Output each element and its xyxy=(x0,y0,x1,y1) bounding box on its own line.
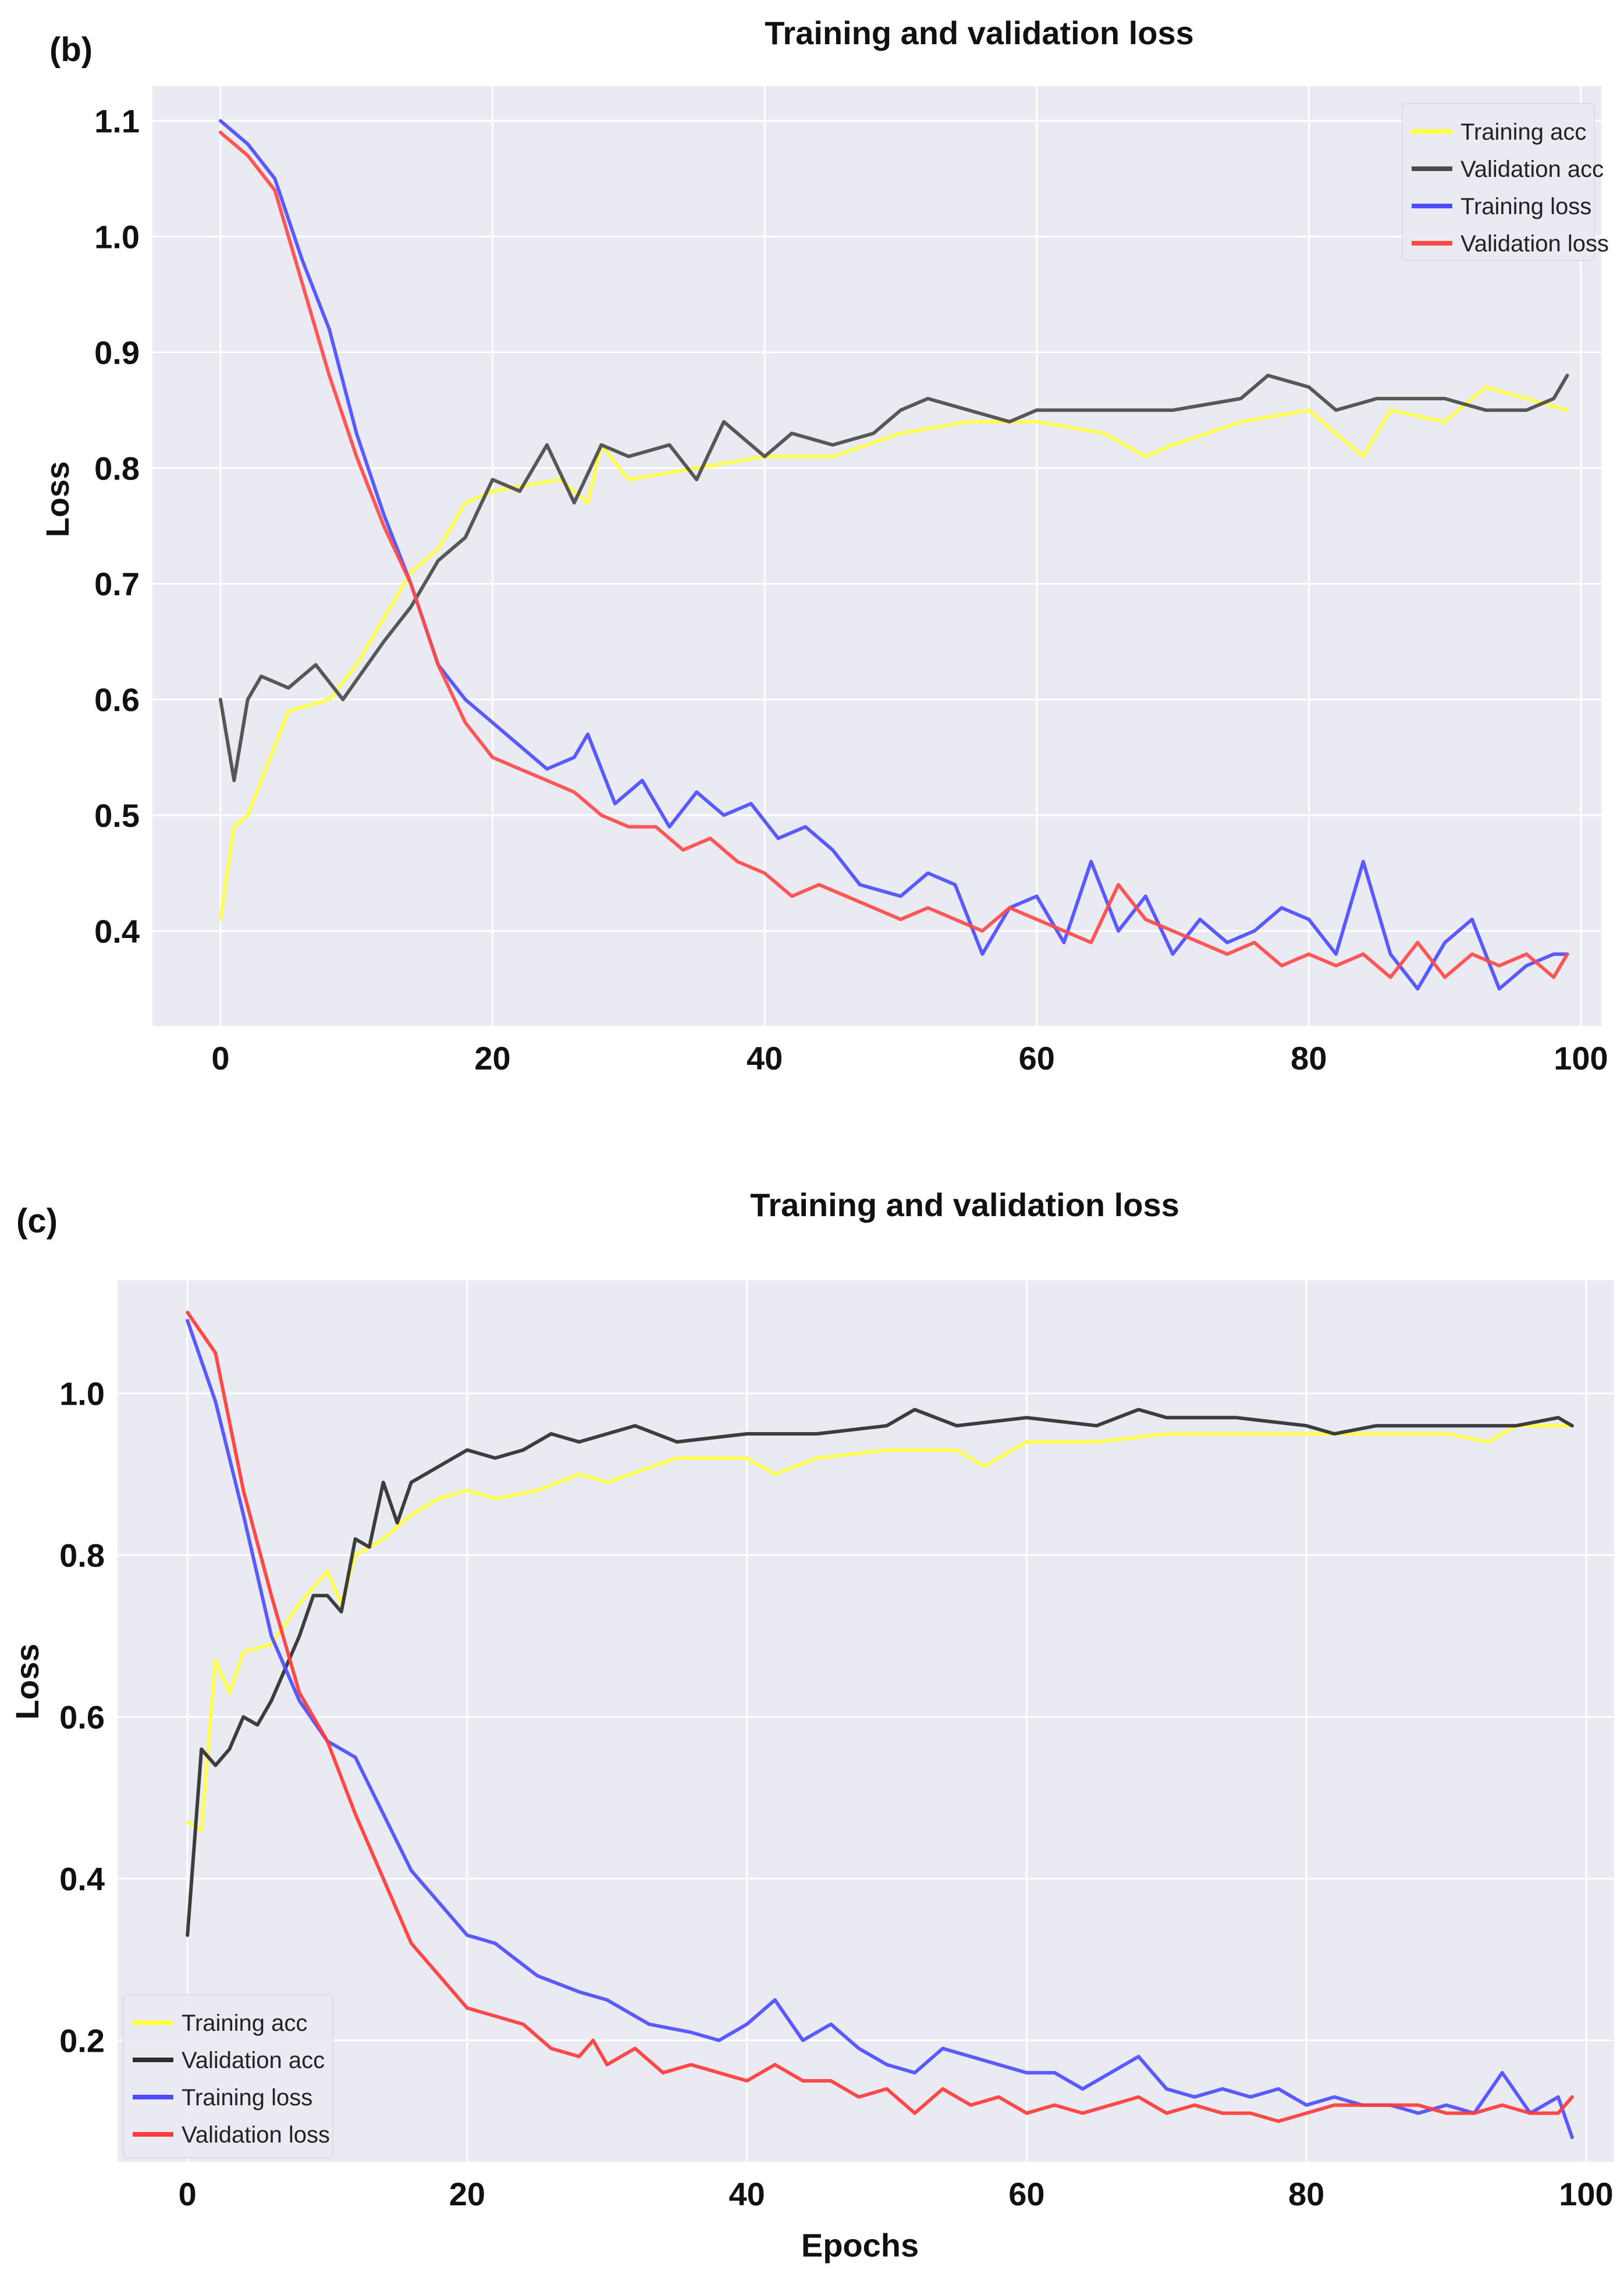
x-tick-label: 60 xyxy=(1019,1040,1055,1076)
y-tick-label: 0.6 xyxy=(94,681,140,718)
legend-label: Validation acc xyxy=(1460,157,1604,182)
panel-label-b: (b) xyxy=(49,31,93,69)
y-tick-label: 0.4 xyxy=(59,1861,105,1898)
x-tick-label: 80 xyxy=(1291,1040,1327,1076)
x-tick-label: 60 xyxy=(1008,2176,1044,2212)
y-axis-label-c: Loss xyxy=(9,1644,45,1720)
y-axis-label-b: Loss xyxy=(39,461,76,538)
legend-box xyxy=(123,1994,333,2158)
y-tick-label: 0.9 xyxy=(94,334,140,371)
line-validation-acc xyxy=(218,374,1569,783)
plot-area-c xyxy=(118,1280,1614,2162)
x-tick-label: 0 xyxy=(211,1040,229,1076)
x-tick-label: 100 xyxy=(1554,1040,1608,1076)
legend-label: Training loss xyxy=(182,2085,312,2110)
y-tick-label: 0.5 xyxy=(94,797,140,834)
y-tick-label: 1.0 xyxy=(59,1376,105,1412)
legend-label: Training acc xyxy=(1460,119,1586,145)
legend-label: Validation acc xyxy=(182,2048,325,2073)
y-tick-label: 0.4 xyxy=(94,913,140,950)
series-c xyxy=(186,1310,1574,2140)
x-tick-label: 20 xyxy=(449,2176,485,2212)
y-tick-label: 0.2 xyxy=(59,2023,105,2059)
legend-label: Training acc xyxy=(182,2010,307,2036)
series-b xyxy=(218,119,1569,991)
plot-area-b xyxy=(152,86,1601,1026)
x-axis-label-c: Epochs xyxy=(801,2227,919,2264)
y-tick-label: 0.7 xyxy=(94,566,140,602)
line-validation-loss xyxy=(218,130,1569,979)
y-tick-label: 1.0 xyxy=(94,219,140,255)
x-tick-label: 100 xyxy=(1559,2176,1613,2212)
panel-label-c: (c) xyxy=(16,1202,58,1240)
legend-label: Validation loss xyxy=(1460,231,1609,257)
x-tick-label: 80 xyxy=(1288,2176,1324,2212)
line-validation-loss xyxy=(186,1310,1574,2123)
gridlines-b xyxy=(152,86,1601,1026)
gridlines-c xyxy=(118,1280,1614,2162)
legend-label: Validation loss xyxy=(182,2122,330,2148)
legend-box xyxy=(1402,103,1595,261)
legend-b: Training acc Validation acc Training loss V… xyxy=(1402,103,1609,261)
x-tick-label: 40 xyxy=(747,1040,783,1076)
x-tick-label: 0 xyxy=(179,2176,197,2212)
tick-labels-c: 0 20 40 60 80 100 0.2 0.4 0.6 0.8 1.0 xyxy=(59,1376,1614,2212)
x-tick-label: 40 xyxy=(729,2176,765,2212)
chart-title-b: Training and validation loss xyxy=(765,15,1193,51)
line-training-acc xyxy=(218,385,1569,921)
chart-title-c: Training and validation loss xyxy=(750,1186,1179,1223)
line-training-loss xyxy=(218,119,1569,991)
x-tick-label: 20 xyxy=(474,1040,510,1076)
y-tick-label: 0.8 xyxy=(59,1537,105,1574)
y-tick-label: 0.8 xyxy=(94,450,140,486)
chart-panel-c: 0 20 40 60 80 100 0.2 0.4 0.6 0.8 1.0 (c) Training… xyxy=(9,1186,1614,2264)
y-tick-label: 1.1 xyxy=(94,103,140,140)
chart-panel-b: 0 20 40 60 80 100 0.4 0.5 0.6 0.7 0.8 0.9 1.0 1.1 (b)… xyxy=(39,15,1609,1076)
y-tick-label: 0.6 xyxy=(59,1699,105,1736)
legend-c: Training acc Validation acc Training loss V… xyxy=(123,1994,333,2158)
line-training-acc xyxy=(186,1424,1574,1832)
tick-labels-b: 0 20 40 60 80 100 0.4 0.5 0.6 0.7 0.8 0.9 1.0 1.1 xyxy=(94,103,1608,1076)
line-validation-acc xyxy=(186,1408,1574,1937)
legend-label: Training loss xyxy=(1460,194,1591,219)
